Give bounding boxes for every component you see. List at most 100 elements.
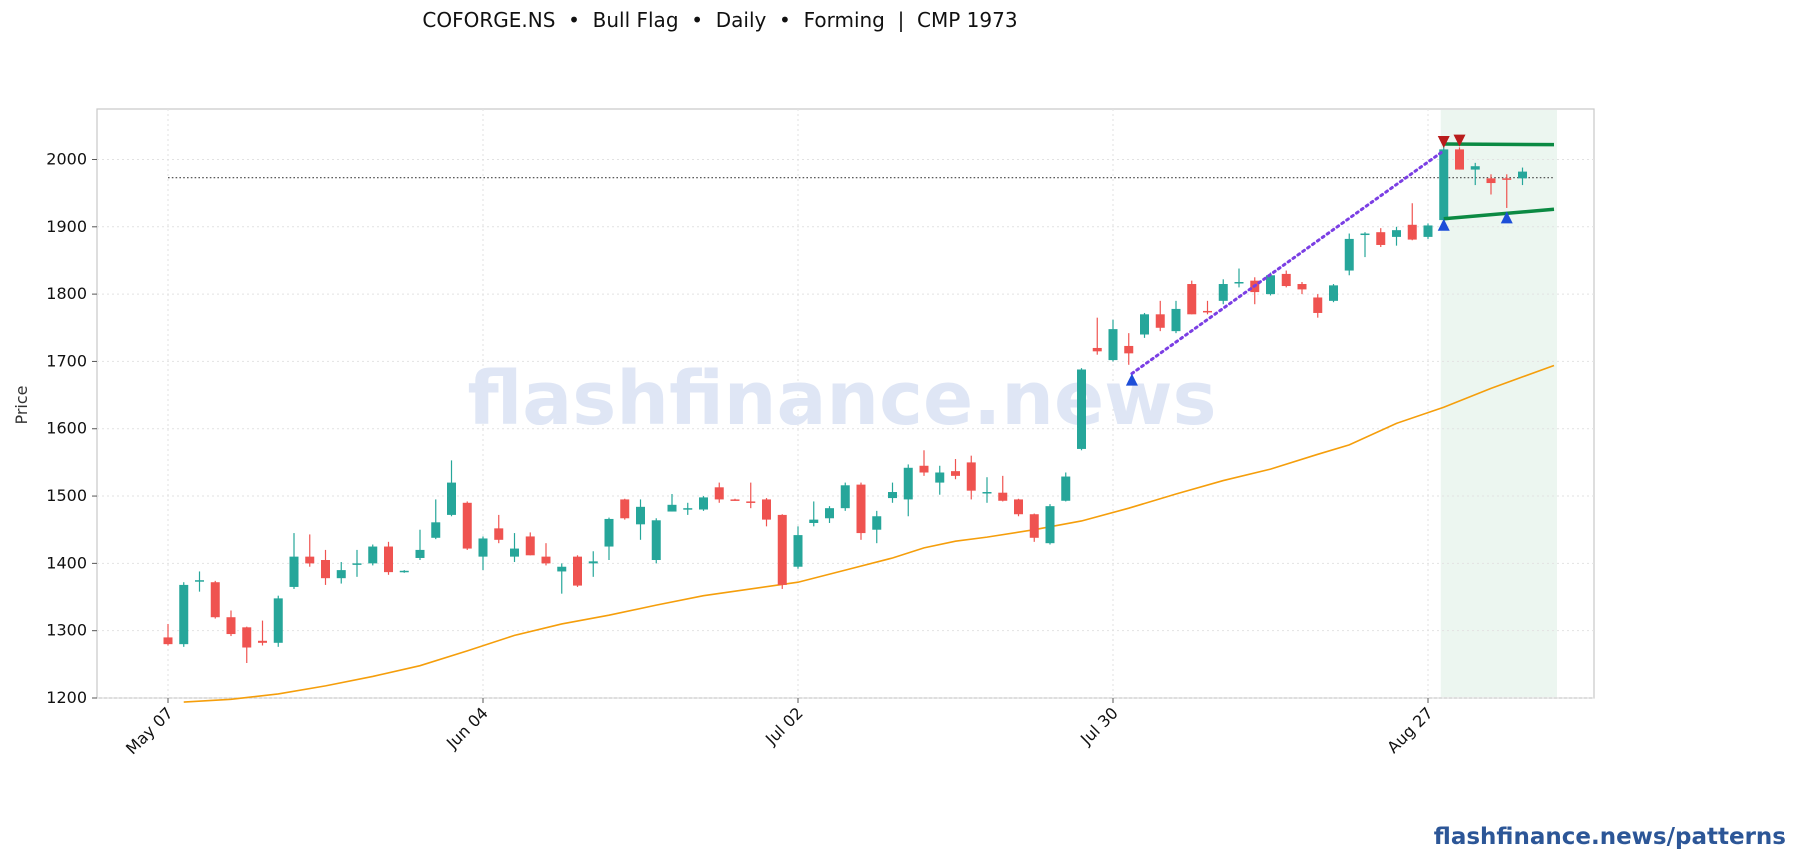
candle — [1203, 300, 1212, 315]
candle — [714, 482, 724, 503]
y-axis-label: Price — [12, 385, 31, 424]
candle-body — [1029, 514, 1039, 538]
candle-body — [1061, 476, 1071, 501]
candle — [210, 580, 220, 619]
candle — [1486, 174, 1496, 195]
candle — [1187, 280, 1197, 315]
watermark: flashfinance.news — [467, 356, 1216, 442]
candle-body — [210, 582, 220, 618]
y-tick-label: 1900 — [46, 217, 87, 236]
swing-low-marker — [1500, 211, 1513, 224]
candle-body — [1171, 308, 1181, 332]
candle-body — [1502, 178, 1512, 180]
candle — [840, 482, 850, 511]
plot-frame — [96, 108, 1595, 699]
y-tick-label: 2000 — [46, 149, 87, 168]
candle-body — [163, 637, 173, 645]
candle-body — [1423, 225, 1433, 237]
candle — [730, 498, 740, 501]
candle-body — [1077, 369, 1086, 449]
candle — [1470, 162, 1480, 186]
candle — [163, 623, 173, 646]
candle — [525, 532, 535, 556]
candle — [651, 518, 661, 564]
candle-body — [1313, 297, 1323, 313]
footer-link[interactable]: flashfinance.news/patterns — [1433, 824, 1786, 850]
candle-body — [242, 627, 252, 648]
candle-body — [872, 516, 882, 530]
candle — [1061, 472, 1071, 502]
candle — [226, 610, 236, 637]
candle-body — [557, 566, 567, 572]
candle — [431, 499, 441, 540]
candle-body — [494, 528, 504, 540]
candle — [998, 475, 1008, 502]
candle-body — [1407, 224, 1417, 240]
candle — [1124, 333, 1134, 365]
candle-body — [336, 570, 346, 579]
candle — [1266, 272, 1275, 296]
candle — [1108, 319, 1118, 362]
candle-body — [462, 502, 472, 549]
candle-body — [651, 520, 661, 561]
candle — [777, 514, 787, 589]
flag-zone — [1440, 110, 1557, 697]
candle — [1502, 174, 1512, 208]
candle-body — [510, 548, 519, 557]
candle — [195, 571, 204, 592]
candle — [1077, 368, 1086, 451]
candle — [1392, 226, 1401, 246]
grid-layer — [97, 109, 1594, 699]
candle — [966, 455, 976, 500]
candle — [856, 482, 866, 540]
candle — [462, 501, 472, 550]
candle-body — [289, 556, 299, 587]
flagpole-line — [1130, 149, 1446, 376]
swing-low-marker — [1437, 218, 1450, 231]
candle — [1360, 232, 1370, 258]
candle-body — [714, 487, 724, 500]
candle-body — [699, 497, 708, 510]
candle — [793, 526, 803, 569]
candle-body — [856, 484, 866, 534]
candle — [242, 626, 252, 663]
swing-low-marker — [1125, 373, 1138, 386]
candle — [1218, 279, 1228, 305]
candle-body — [1140, 314, 1149, 335]
candle — [1313, 294, 1323, 318]
candle-body — [667, 504, 677, 512]
candle-body — [1203, 310, 1212, 313]
candle — [888, 482, 897, 503]
candle — [352, 549, 362, 577]
candle-body — [447, 482, 456, 515]
candle-body — [825, 508, 834, 519]
candle — [1234, 268, 1244, 288]
candle — [179, 582, 189, 647]
candle-body — [809, 519, 819, 523]
flag-zone-layer — [1440, 110, 1557, 697]
candle-body — [951, 471, 960, 476]
candle — [1329, 284, 1338, 303]
candle-body — [1392, 230, 1401, 237]
candle-body — [1092, 347, 1102, 352]
candle — [683, 502, 693, 515]
candle — [557, 563, 567, 594]
candle-body — [384, 546, 393, 573]
y-tick-label: 1200 — [46, 688, 87, 707]
candle — [447, 460, 456, 517]
chart-title: COFORGE.NS • Bull Flag • Daily • Forming… — [422, 8, 1018, 32]
candle — [1439, 146, 1449, 224]
candle — [273, 595, 283, 647]
pattern-layer — [1125, 134, 1555, 386]
candle-body — [919, 465, 929, 473]
candle-body — [982, 492, 992, 494]
candle-body — [305, 556, 315, 564]
candle — [494, 514, 504, 544]
candle — [336, 562, 346, 584]
flag-upper-trendline — [1443, 142, 1555, 147]
candle — [1155, 300, 1165, 332]
candle-body — [1360, 233, 1370, 236]
candle-body — [1470, 166, 1480, 170]
y-tick-label: 1600 — [46, 419, 87, 438]
